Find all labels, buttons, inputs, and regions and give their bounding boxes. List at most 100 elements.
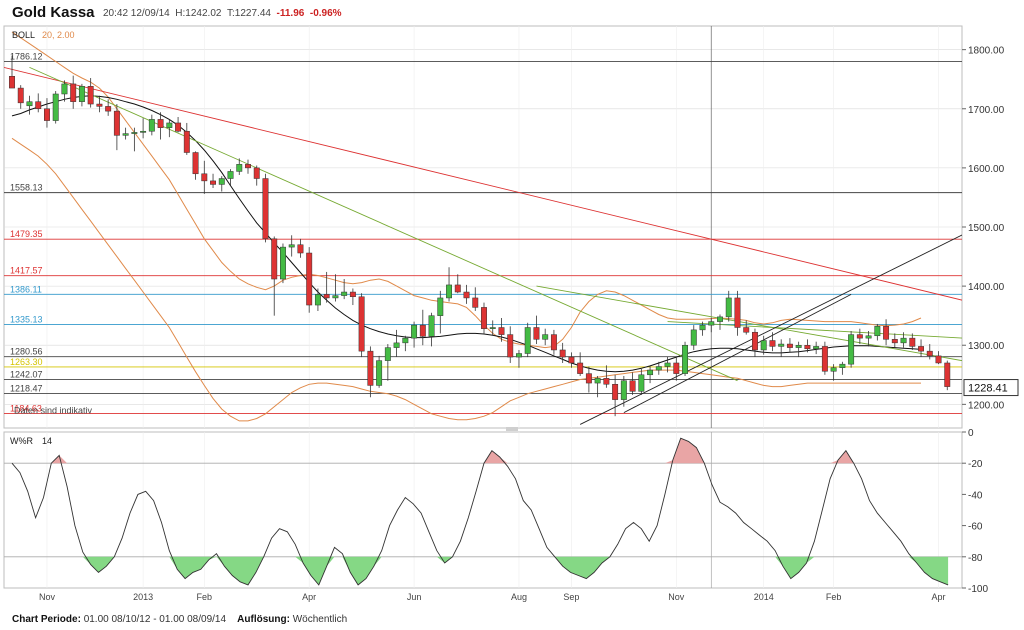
candle[interactable]: [778, 339, 785, 358]
trendline[interactable]: [29, 66, 738, 382]
candle[interactable]: [725, 290, 732, 322]
candle[interactable]: [402, 335, 409, 352]
candle[interactable]: [376, 355, 383, 388]
candle[interactable]: [743, 320, 750, 335]
candle[interactable]: [620, 375, 627, 407]
candle[interactable]: [673, 357, 680, 381]
trendline[interactable]: [579, 47, 1024, 425]
candle[interactable]: [44, 98, 50, 128]
candle[interactable]: [542, 328, 549, 346]
candle[interactable]: [358, 293, 365, 358]
candle[interactable]: [612, 374, 619, 417]
candle[interactable]: [944, 360, 951, 391]
candle[interactable]: [786, 338, 793, 353]
candle[interactable]: [271, 236, 278, 316]
candle[interactable]: [516, 349, 522, 368]
candle[interactable]: [323, 271, 330, 303]
candle[interactable]: [638, 368, 645, 395]
candle[interactable]: [52, 91, 59, 124]
candle[interactable]: [594, 375, 601, 398]
candle[interactable]: [192, 151, 199, 180]
candle[interactable]: [253, 165, 260, 186]
candle[interactable]: [393, 329, 400, 358]
candle[interactable]: [9, 55, 15, 89]
candle[interactable]: [245, 159, 251, 174]
candle[interactable]: [332, 274, 339, 302]
candle[interactable]: [113, 104, 120, 151]
candle[interactable]: [568, 352, 575, 368]
candle[interactable]: [481, 302, 487, 334]
trendline[interactable]: [536, 285, 1024, 390]
candle[interactable]: [795, 341, 802, 358]
candle[interactable]: [821, 341, 828, 375]
candle[interactable]: [559, 342, 566, 363]
candle[interactable]: [35, 93, 42, 113]
candle[interactable]: [848, 331, 855, 368]
candle[interactable]: [900, 332, 907, 348]
candle[interactable]: [78, 83, 85, 107]
candle[interactable]: [236, 158, 243, 175]
trendline[interactable]: [667, 321, 1024, 359]
candle[interactable]: [752, 328, 758, 358]
candle[interactable]: [306, 247, 313, 313]
candle[interactable]: [419, 309, 426, 346]
candle[interactable]: [874, 323, 881, 341]
candle[interactable]: [524, 322, 531, 358]
candle[interactable]: [437, 290, 444, 334]
candle[interactable]: [577, 352, 584, 376]
candle[interactable]: [760, 335, 767, 355]
candle[interactable]: [314, 288, 321, 311]
candle[interactable]: [690, 325, 697, 350]
candle[interactable]: [839, 361, 846, 375]
candle[interactable]: [384, 344, 391, 381]
candle[interactable]: [17, 85, 24, 109]
candle[interactable]: [498, 318, 505, 342]
trendline[interactable]: [623, 293, 852, 414]
candle[interactable]: [472, 287, 479, 311]
candle[interactable]: [935, 351, 942, 365]
candle[interactable]: [175, 117, 182, 133]
candle[interactable]: [926, 344, 933, 360]
candle[interactable]: [489, 320, 496, 336]
candle[interactable]: [183, 122, 190, 155]
candle[interactable]: [463, 284, 470, 304]
candle[interactable]: [105, 99, 112, 116]
candle[interactable]: [682, 341, 688, 376]
candle[interactable]: [61, 80, 68, 102]
candle[interactable]: [699, 321, 706, 336]
candle[interactable]: [26, 95, 33, 115]
candle[interactable]: [297, 238, 304, 258]
candle[interactable]: [227, 169, 234, 186]
candle[interactable]: [813, 341, 820, 355]
candle[interactable]: [140, 118, 147, 139]
candle[interactable]: [734, 290, 741, 336]
candle[interactable]: [909, 333, 916, 350]
candle[interactable]: [446, 267, 452, 302]
candle[interactable]: [603, 365, 610, 388]
price-chart[interactable]: 1786.12 1558.13 1479.35 1417.57 1386.11 1335.…: [0, 0, 1024, 612]
candle[interactable]: [166, 119, 173, 138]
candle[interactable]: [533, 315, 540, 345]
candle[interactable]: [96, 95, 103, 113]
panel-resize-handle[interactable]: [506, 427, 518, 431]
candle[interactable]: [280, 243, 286, 284]
candle[interactable]: [585, 366, 592, 393]
candle[interactable]: [865, 331, 872, 347]
candle[interactable]: [507, 326, 514, 363]
candle[interactable]: [341, 279, 348, 300]
candle[interactable]: [210, 173, 216, 188]
candle[interactable]: [769, 332, 776, 352]
candle[interactable]: [122, 127, 129, 140]
candle[interactable]: [830, 364, 837, 381]
candle[interactable]: [629, 372, 636, 395]
candle[interactable]: [708, 318, 715, 333]
candle[interactable]: [856, 328, 863, 345]
candle[interactable]: [428, 312, 435, 347]
candle[interactable]: [262, 173, 269, 243]
candle[interactable]: [655, 361, 662, 375]
candle[interactable]: [891, 333, 898, 348]
candle[interactable]: [664, 357, 671, 373]
candle[interactable]: [647, 366, 654, 384]
trendline[interactable]: [0, 66, 1024, 388]
candle[interactable]: [201, 160, 208, 194]
